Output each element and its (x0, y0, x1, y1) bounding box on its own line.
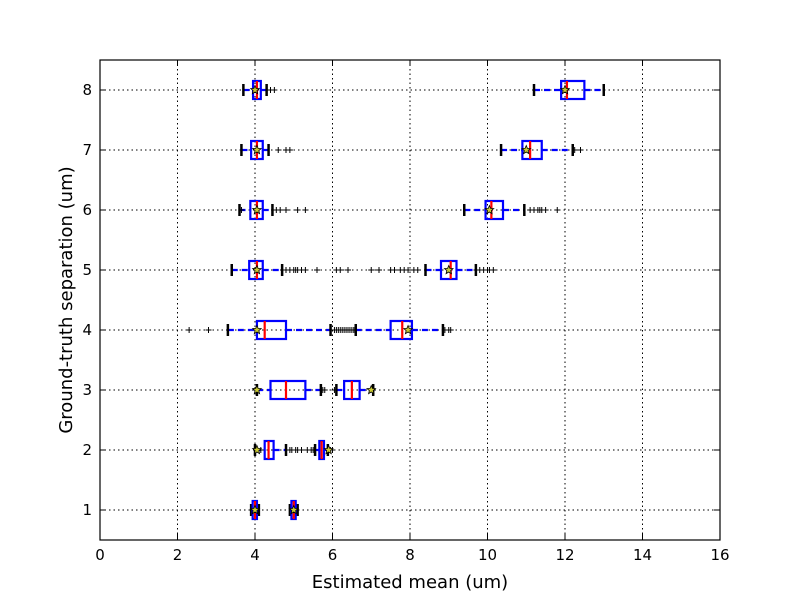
flier-marker (571, 147, 578, 153)
y-tick-label: 5 (82, 261, 92, 279)
y-tick-label: 7 (82, 141, 92, 159)
flier-marker (294, 207, 301, 213)
y-tick-label: 8 (82, 81, 92, 99)
flier-marker (376, 267, 382, 273)
flier-marker (275, 147, 282, 153)
mean-marker (520, 144, 532, 155)
box-sep-5 (230, 259, 421, 281)
box-sep-1 (249, 499, 261, 521)
box-sep-8 (532, 79, 605, 101)
grid-lines (100, 60, 720, 540)
flier-marker (302, 267, 309, 273)
x-tick-label: 14 (633, 546, 652, 564)
flier-marker (302, 207, 309, 213)
flier-marker (577, 147, 584, 153)
x-tick-label: 12 (555, 546, 574, 564)
flier-marker (238, 207, 245, 213)
boxplot-marks (186, 79, 605, 521)
flier-marker (310, 447, 317, 453)
flier-marker (542, 207, 549, 213)
mean-marker (484, 204, 495, 215)
y-tick-label: 1 (82, 501, 92, 519)
mean-marker (365, 384, 377, 395)
x-axis-title: Estimated mean (um) (312, 572, 508, 593)
mean-marker (443, 264, 455, 275)
box-sep-3 (335, 379, 377, 401)
mean-marker (251, 444, 263, 455)
flier-marker (321, 387, 328, 393)
flier-marker (391, 267, 398, 273)
x-tick-label: 0 (95, 546, 105, 564)
x-tick-label: 4 (250, 546, 260, 564)
box-sep-7 (240, 139, 293, 161)
flier-marker (554, 207, 561, 213)
y-tick-label: 2 (82, 441, 92, 459)
mean-marker (402, 324, 414, 335)
box-sep-7 (499, 139, 584, 161)
iqr-box (560, 79, 586, 101)
box-sep-4 (186, 319, 357, 341)
x-tick-label: 8 (405, 546, 415, 564)
x-tick-label: 6 (328, 546, 338, 564)
flier-marker (414, 267, 421, 273)
flier-marker (298, 447, 305, 453)
mean-marker (251, 144, 263, 155)
iqr-box (484, 199, 505, 221)
mean-marker (249, 504, 261, 515)
box-sep-6 (238, 199, 309, 221)
box-sep-2 (251, 439, 311, 461)
flier-marker (447, 327, 454, 333)
y-tick-label: 4 (82, 321, 92, 339)
flier-marker (337, 267, 344, 273)
mean-marker (251, 384, 263, 395)
flier-marker (283, 207, 289, 213)
y-tick-label: 6 (82, 201, 92, 219)
x-tick-label: 2 (173, 546, 183, 564)
flier-marker (186, 327, 193, 333)
flier-marker (314, 267, 320, 273)
x-tick-label: 16 (710, 546, 729, 564)
flier-marker (286, 147, 293, 153)
flier-marker (368, 267, 375, 273)
flier-marker (405, 267, 412, 273)
flier-marker (271, 87, 278, 93)
iqr-box (439, 259, 458, 281)
mean-marker (288, 504, 300, 515)
mean-marker (251, 204, 263, 215)
box-sep-1 (288, 499, 300, 521)
box-sep-2 (308, 439, 336, 461)
iqr-box (269, 379, 307, 401)
y-tick-label: 3 (82, 381, 92, 399)
flier-marker (205, 327, 212, 333)
flier-marker (277, 207, 284, 213)
flier-marker (490, 267, 497, 273)
x-tick-label: 10 (478, 546, 497, 564)
box-sep-5 (424, 259, 497, 281)
flier-marker (345, 267, 351, 273)
box-sep-8 (242, 79, 278, 101)
mean-marker (559, 84, 571, 95)
iqr-box (521, 139, 543, 161)
box-sep-6 (463, 199, 561, 221)
box-sep-4 (354, 319, 454, 341)
mean-marker (251, 324, 263, 335)
box-sep-3 (251, 379, 338, 401)
mean-marker (249, 84, 261, 95)
y-axis-title: Ground-truth separation (um) (56, 166, 77, 433)
mean-marker (251, 264, 263, 275)
mean-marker (323, 444, 334, 455)
